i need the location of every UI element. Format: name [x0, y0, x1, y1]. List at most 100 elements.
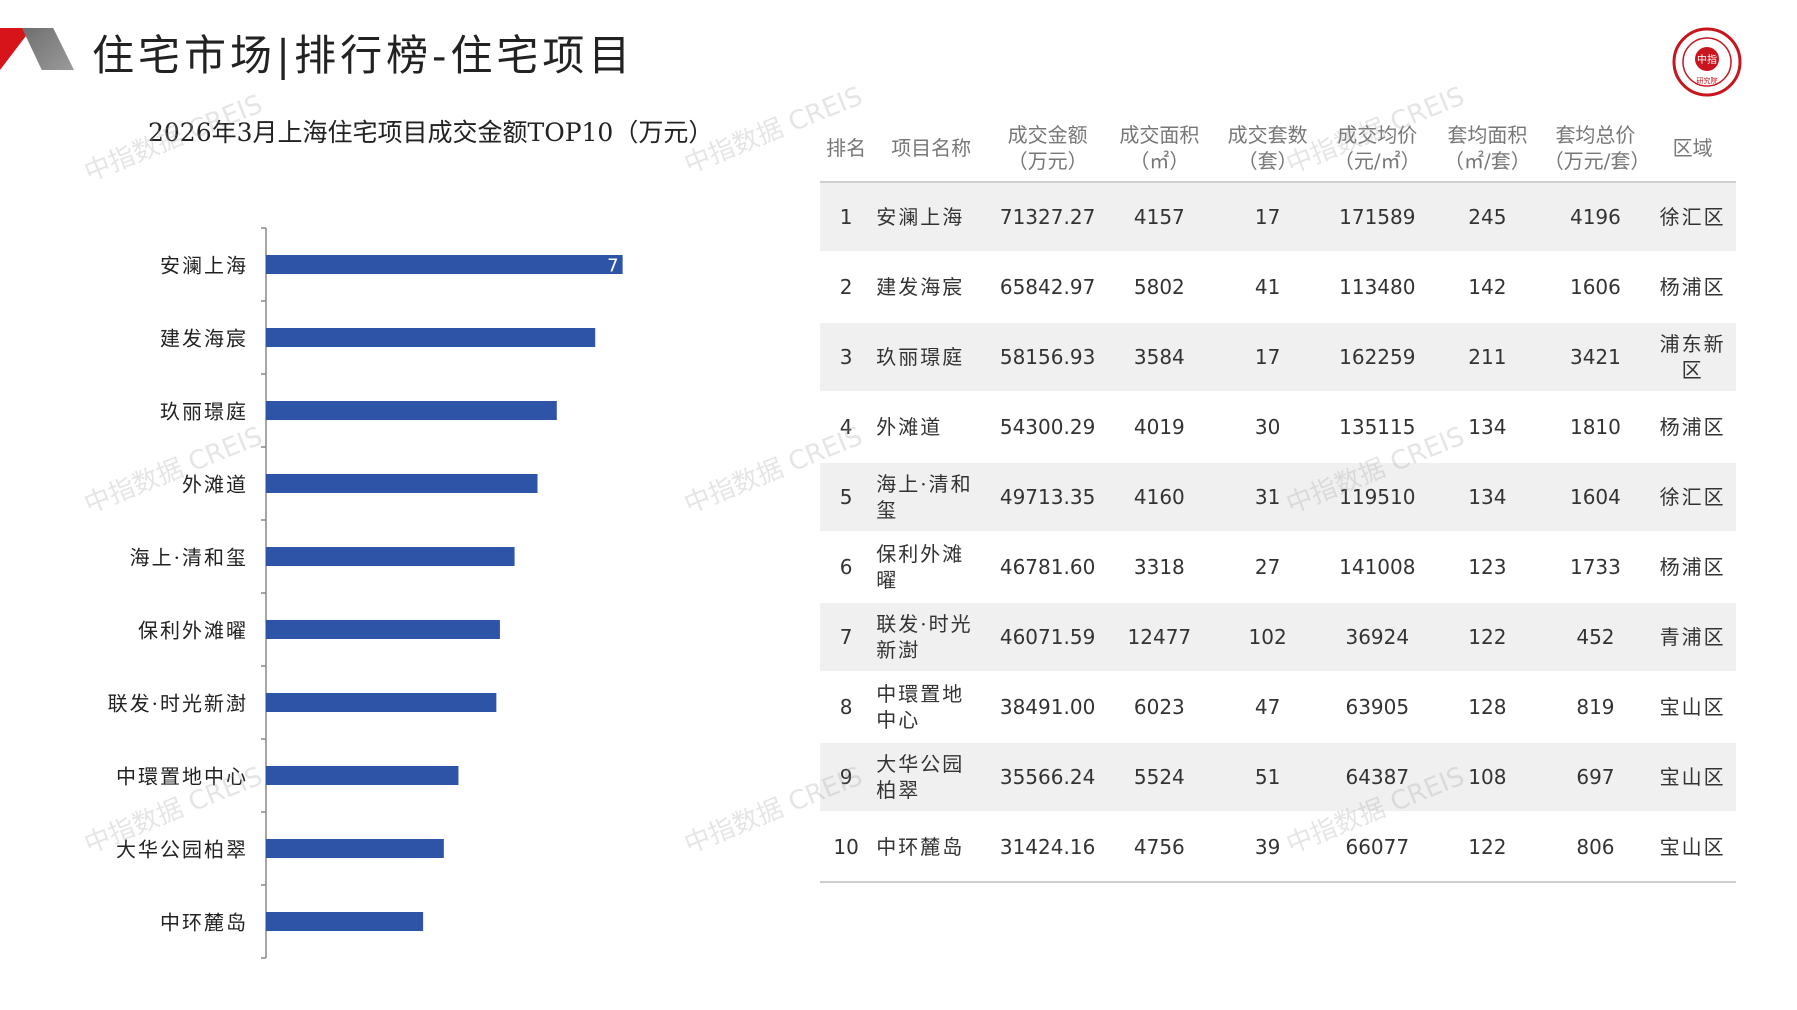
table-cell: 122	[1433, 812, 1542, 883]
table-row: 2 建发海宸 65842.97 5802 41 113480 142 1606 杨浦区	[820, 252, 1736, 323]
column-header-line: （㎡）	[1129, 149, 1190, 173]
table-cell: 3421	[1541, 322, 1650, 393]
bar	[266, 839, 444, 858]
column-header-line: （万元/套）	[1543, 149, 1651, 173]
table-cell: 9	[820, 742, 873, 813]
table-cell: 1	[820, 182, 873, 253]
table-cell: 12477	[1105, 602, 1214, 673]
category-label: 外滩道	[182, 473, 248, 497]
column-header: 成交金额 （万元）	[990, 115, 1106, 183]
table-cell: 102	[1213, 602, 1322, 673]
table-cell: 4196	[1541, 182, 1650, 253]
district-cell: 杨浦区	[1649, 392, 1736, 463]
table-cell: 142	[1433, 252, 1542, 323]
table-cell: 113480	[1321, 252, 1434, 323]
district-cell: 浦东新区	[1649, 322, 1736, 393]
category-label: 大华公园柏翠	[116, 838, 248, 862]
project-name-cell: 联发·时光新澍	[872, 602, 991, 673]
district-cell: 杨浦区	[1649, 252, 1736, 323]
district-cell: 杨浦区	[1649, 532, 1736, 603]
table-cell: 4019	[1105, 392, 1214, 463]
column-header: 成交面积 （㎡）	[1105, 115, 1214, 183]
bar	[266, 255, 623, 274]
column-header-line: 成交金额	[1007, 123, 1088, 147]
table-cell: 452	[1541, 602, 1650, 673]
table-cell: 35566.24	[990, 742, 1106, 813]
logo-subtext: 研究院	[1697, 76, 1718, 85]
table-cell: 3	[820, 322, 873, 393]
table-cell: 63905	[1321, 672, 1434, 743]
data-label: 7	[607, 256, 618, 277]
table-cell: 4	[820, 392, 873, 463]
project-name-cell: 外滩道	[872, 392, 991, 463]
bar	[266, 328, 596, 347]
column-header: 区域	[1649, 115, 1736, 183]
table-cell: 5	[820, 462, 873, 533]
table-cell: 162259	[1321, 322, 1434, 393]
project-name-cell: 中環置地中心	[872, 672, 991, 743]
column-header-line: （套）	[1237, 149, 1298, 173]
category-label: 中环麓岛	[160, 911, 248, 935]
table-body: 1 安澜上海 71327.27 4157 17 171589 245 4196 徐汇区 2 建发海宸…	[820, 182, 1736, 883]
category-label: 海上·清和玺	[130, 546, 248, 570]
district-cell: 徐汇区	[1649, 182, 1736, 253]
column-header-line: 成交套数	[1227, 123, 1308, 147]
column-header-line: 成交面积	[1119, 123, 1200, 147]
column-header-line: 成交均价	[1337, 123, 1418, 147]
table-cell: 5802	[1105, 252, 1214, 323]
table-cell: 31424.16	[990, 812, 1106, 883]
bar	[266, 912, 424, 931]
district-cell: 青浦区	[1649, 602, 1736, 673]
table-row: 4 外滩道 54300.29 4019 30 135115 134 1810 杨浦区	[820, 392, 1736, 463]
table-cell: 51	[1213, 742, 1322, 813]
project-name-cell: 大华公园柏翠	[872, 742, 991, 813]
table-cell: 1606	[1541, 252, 1650, 323]
table-cell: 17	[1213, 182, 1322, 253]
column-header: 套均总价 （万元/套）	[1541, 115, 1651, 183]
bar	[266, 401, 557, 420]
table-cell: 49713.35	[990, 462, 1106, 533]
column-header-line: （㎡/套）	[1443, 149, 1531, 173]
category-label: 联发·时光新澍	[108, 692, 248, 716]
table-cell: 71327.27	[990, 182, 1106, 253]
table-cell: 3584	[1105, 322, 1214, 393]
column-header: 成交套数 （套）	[1213, 115, 1322, 183]
category-label: 安澜上海	[160, 254, 248, 278]
district-cell: 宝山区	[1649, 672, 1736, 743]
table-cell: 58156.93	[990, 322, 1106, 393]
table-cell: 1733	[1541, 532, 1650, 603]
table-cell: 66077	[1321, 812, 1434, 883]
table-cell: 128	[1433, 672, 1542, 743]
table-cell: 2	[820, 252, 873, 323]
table-cell: 1810	[1541, 392, 1650, 463]
column-header: 排名	[820, 115, 873, 183]
district-cell: 徐汇区	[1649, 462, 1736, 533]
table-cell: 39	[1213, 812, 1322, 883]
table-cell: 38491.00	[990, 672, 1106, 743]
table-cell: 6023	[1105, 672, 1214, 743]
logo: 中指 研究院	[1672, 27, 1742, 97]
bar	[266, 693, 497, 712]
table-header-row: 排名 项目名称 成交金额 （万元） 成交面积 （㎡） 成交套数 （套） 成交均价 （元/㎡） 套均面…	[820, 115, 1736, 183]
category-label: 中環置地中心	[116, 765, 248, 789]
table-row: 7 联发·时光新澍 46071.59 12477 102 36924 122 452 青浦区	[820, 602, 1736, 673]
table-cell: 119510	[1321, 462, 1434, 533]
table-cell: 123	[1433, 532, 1542, 603]
table-cell: 134	[1433, 462, 1542, 533]
table-cell: 4756	[1105, 812, 1214, 883]
table-row: 5 海上·清和玺 49713.35 4160 31 119510 134 1604 徐汇区	[820, 462, 1736, 533]
table-row: 8 中環置地中心 38491.00 6023 47 63905 128 819 宝山区	[820, 672, 1736, 743]
table-cell: 36924	[1321, 602, 1434, 673]
column-header-line: （元/㎡）	[1333, 149, 1421, 173]
project-name-cell: 建发海宸	[872, 252, 991, 323]
column-header-line: 排名	[826, 136, 867, 160]
district-cell: 宝山区	[1649, 812, 1736, 883]
column-header-line: 区域	[1672, 136, 1713, 160]
column-header-line: 项目名称	[891, 136, 972, 160]
table-cell: 122	[1433, 602, 1542, 673]
project-name-cell: 安澜上海	[872, 182, 991, 253]
category-label: 玖丽璟庭	[160, 400, 248, 424]
bar	[266, 620, 500, 639]
table-cell: 4160	[1105, 462, 1214, 533]
